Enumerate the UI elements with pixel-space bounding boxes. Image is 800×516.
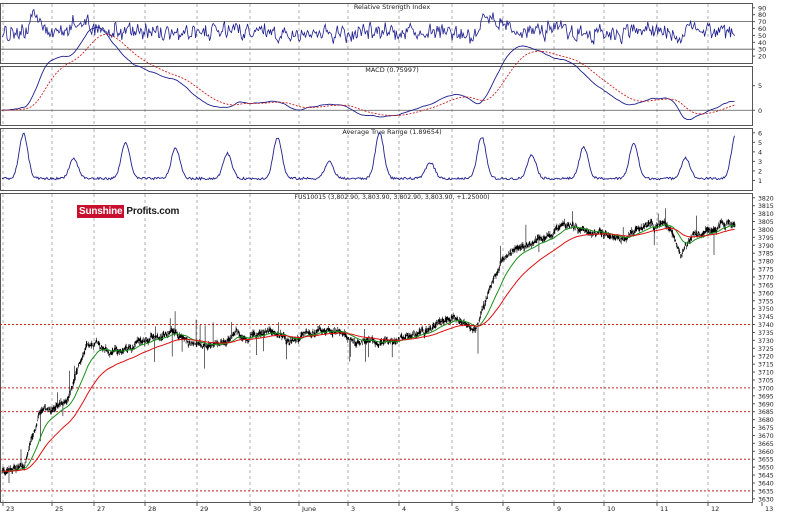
rsi-ytick-label: 80 [758, 11, 766, 19]
x-tick-label: 6 [506, 505, 510, 512]
brand-logo-part-a: Sunshine [77, 204, 125, 218]
rsi-title: Relative Strength Index [354, 3, 431, 11]
macd-ytick-label: 5 [758, 82, 762, 90]
x-tick-label: 27 [97, 505, 105, 512]
price-ytick-label: 3640 [758, 480, 774, 487]
rsi-ytick-label: 90 [758, 4, 766, 12]
price-ytick-label: 3770 [758, 274, 774, 281]
macd-ytick-label: 0 [758, 107, 762, 115]
macd-signal-line [1, 33, 735, 116]
x-tick-label: 3 [351, 505, 355, 512]
price-ytick-label: 3720 [758, 354, 774, 361]
atr-pane: 6 54 32 1 Average True Range (1.89654) [0, 128, 762, 191]
price-ytick-label: 3790 [758, 243, 774, 250]
x-tick-label: 23 [6, 505, 14, 512]
price-ytick-label: 3750 [758, 306, 774, 313]
atr-title: Average True Range (1.89654) [342, 128, 441, 136]
atr-line [1, 131, 735, 181]
price-ytick-label: 3695 [758, 393, 774, 400]
price-ytick-label: 3805 [758, 219, 774, 226]
price-ytick-label: 3685 [758, 409, 774, 416]
atr-ytick-label: 6 [758, 129, 762, 137]
price-ytick-label: 3650 [758, 465, 774, 472]
price-ytick-label: 3730 [758, 338, 774, 345]
price-title: FUS10015 (3,802.90, 3,803.90, 3,802.90, … [294, 194, 489, 201]
price-ytick-label: 3785 [758, 251, 774, 258]
price-ytick-label: 3705 [758, 377, 774, 384]
price-ytick-label: 3630 [758, 496, 774, 503]
rsi-ytick-label: 50 [758, 32, 766, 40]
price-ytick-label: 3670 [758, 433, 774, 440]
macd-title: MACD (0.75997) [365, 66, 419, 74]
x-tick-label: 30 [253, 505, 261, 512]
price-pane-frame [0, 193, 753, 503]
price-ytick-label: 3735 [758, 330, 774, 337]
price-ytick-label: 3675 [758, 425, 774, 432]
rsi-ytick-label: 60 [758, 25, 766, 33]
x-tick-label: 9 [557, 505, 561, 512]
x-tick-label: June [301, 505, 316, 512]
price-pane: 3630363536403645365036553660366536703675… [0, 193, 774, 503]
moving-average-slow [1, 227, 735, 472]
rsi-ytick-label: 20 [758, 53, 766, 61]
x-tick-label: 5 [455, 505, 459, 512]
x-tick-label: 29 [200, 505, 208, 512]
brand-logo: Sunshine Profits.com [77, 204, 182, 218]
x-tick-label: 10 [607, 505, 615, 512]
rsi-ytick-label: 70 [758, 18, 766, 26]
rsi-ytick-label: 30 [758, 46, 766, 54]
rsi-ytick-label: 40 [758, 39, 766, 47]
price-ytick-label: 3810 [758, 211, 774, 218]
price-ytick-label: 3665 [758, 441, 774, 448]
x-tick-label: 11 [660, 505, 668, 512]
macd-line [1, 26, 735, 121]
atr-ytick-label: 2 [758, 167, 762, 175]
x-tick-label: 25 [55, 505, 63, 512]
price-ytick-label: 3690 [758, 401, 774, 408]
price-ytick-label: 3745 [758, 314, 774, 321]
price-ytick-label: 3795 [758, 235, 774, 242]
x-tick-label: 28 [148, 505, 156, 512]
price-ytick-label: 3755 [758, 298, 774, 305]
price-ytick-label: 3655 [758, 457, 774, 464]
x-tick-label: 4 [402, 505, 406, 512]
price-ytick-label: 3765 [758, 282, 774, 289]
price-ytick-label: 3775 [758, 267, 774, 274]
price-ytick-label: 3760 [758, 290, 774, 297]
atr-ytick-label: 1 [758, 177, 762, 185]
brand-logo-part-b: Profits.com [124, 204, 182, 218]
price-ytick-label: 3800 [758, 227, 774, 234]
atr-ytick-label: 4 [758, 148, 762, 156]
price-ytick-label: 3740 [758, 322, 774, 329]
x-axis: 23 25 27 28 29 30 June 3 4 5 6 9 10 11 12 13 [0, 502, 773, 513]
x-tick-label: 13 [765, 505, 773, 512]
price-ytick-label: 3715 [758, 362, 774, 369]
macd-pane: 5 0 MACD (0.75997) [0, 26, 762, 126]
atr-pane-frame [0, 128, 753, 191]
price-ytick-label: 3635 [758, 488, 774, 495]
macd-pane-frame [0, 66, 753, 126]
price-ytick-label: 3700 [758, 385, 774, 392]
atr-ytick-label: 3 [758, 158, 762, 166]
x-tick-label: 12 [711, 505, 719, 512]
price-ytick-label: 3725 [758, 346, 774, 353]
price-ytick-label: 3710 [758, 370, 774, 377]
price-ytick-label: 3680 [758, 417, 774, 424]
rsi-line [1, 9, 735, 45]
price-ytick-label: 3660 [758, 449, 774, 456]
price-ytick-label: 3645 [758, 473, 774, 480]
price-ytick-label: 3815 [758, 203, 774, 210]
atr-ytick-label: 5 [758, 139, 762, 147]
price-ytick-label: 3780 [758, 259, 774, 266]
price-ytick-label: 3820 [758, 195, 774, 202]
